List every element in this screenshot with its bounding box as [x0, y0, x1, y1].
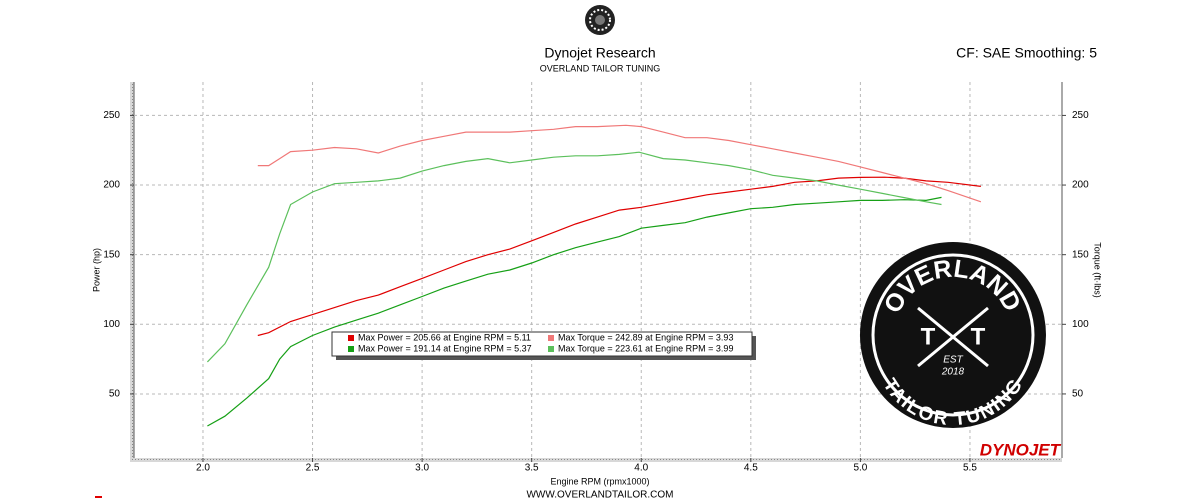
x-tick-label: 5.0	[853, 463, 867, 474]
x-tick-label: 3.5	[525, 463, 539, 474]
y-tick-label: 100	[103, 319, 120, 330]
logo-right: T	[971, 323, 986, 350]
y2-axis-label: Torque (ft·lbs)	[1093, 242, 1103, 298]
x-tick-label: 2.5	[306, 463, 320, 474]
brand: DYNOJET	[980, 440, 1062, 459]
legend: Max Power = 205.66 at Engine RPM = 5.11M…	[331, 331, 756, 360]
y2-tick-label: 250	[1072, 110, 1089, 121]
y2-tick-label: 100	[1072, 319, 1089, 330]
footer: WWW.OVERLANDTAILOR.COM	[526, 490, 673, 501]
legend-label: Max Torque = 223.61 at Engine RPM = 3.99	[558, 343, 733, 353]
series-line	[257, 124, 982, 203]
y-tick-label: 200	[103, 180, 120, 191]
x-axis-label: Engine RPM (rpmx1000)	[550, 476, 649, 486]
logo-left: T	[921, 323, 936, 350]
legend-swatch	[348, 335, 354, 341]
logo-est: EST	[943, 355, 963, 366]
chart-subtitle: OVERLAND TAILOR TUNING	[540, 63, 661, 73]
x-tick-label: 4.0	[634, 463, 648, 474]
y-tick-label: 250	[103, 110, 120, 121]
legend-label: Max Power = 191.14 at Engine RPM = 5.37	[358, 343, 532, 353]
x-tick-label: 4.5	[744, 463, 758, 474]
x-tick-label: 2.0	[196, 463, 210, 474]
x-tick-label: 5.5	[963, 463, 977, 474]
y-tick-label: 150	[103, 249, 120, 260]
x-tick-label: 3.0	[415, 463, 429, 474]
header-badge	[585, 5, 615, 35]
y-tick-label: 50	[109, 389, 121, 400]
marks: 2.0 2.5 3.0 3.5 4.0 4.5 5.0 5.5 50 100 150 200 250 50…	[103, 82, 1089, 474]
y2-tick-label: 150	[1072, 249, 1089, 260]
logo-year: 2018	[941, 367, 965, 378]
legend-swatch	[548, 335, 554, 341]
settings-label: CF: SAE Smoothing: 5	[956, 45, 1097, 61]
y2-tick-label: 50	[1072, 389, 1084, 400]
series-line	[207, 196, 942, 427]
legend-swatch	[348, 346, 354, 352]
y2-tick-label: 200	[1072, 180, 1089, 191]
chart-title: Dynojet Research	[544, 45, 655, 61]
legend-label: Max Power = 205.66 at Engine RPM = 5.11	[358, 332, 531, 342]
legend-label: Max Torque = 242.89 at Engine RPM = 3.93	[558, 332, 733, 342]
y-axis-label: Power (hp)	[91, 248, 101, 292]
series-line	[206, 151, 942, 363]
series-line	[257, 176, 981, 337]
legend-swatch	[548, 346, 554, 352]
